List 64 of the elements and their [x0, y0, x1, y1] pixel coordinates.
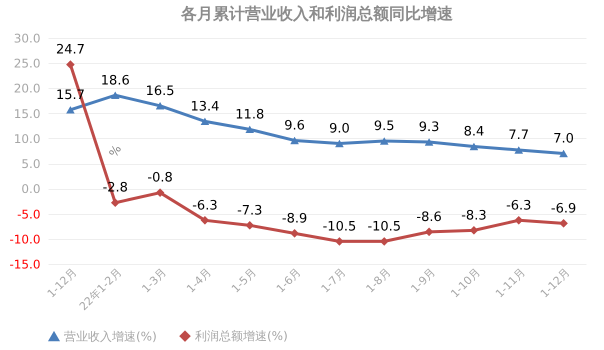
- x-tick-label: 1-4月: [184, 266, 214, 296]
- point: [156, 102, 164, 110]
- data-label: 11.8: [235, 107, 264, 122]
- legend-label: 利润总额增速(%): [195, 329, 288, 344]
- x-tick-label: 1-9月: [408, 266, 438, 296]
- point: [514, 216, 523, 224]
- data-label: 9.3: [418, 120, 440, 135]
- point: [290, 136, 299, 144]
- data-label: -10.5: [367, 219, 402, 234]
- y-tick-label: 15.0: [14, 106, 40, 121]
- point: [424, 138, 434, 146]
- y-tick-label: 25.0: [14, 56, 40, 71]
- data-label: -8.6: [416, 210, 442, 225]
- chart-title: 各月累计营业收入和利润总额同比增速: [180, 4, 454, 23]
- y-tick-label: -5.0: [17, 207, 40, 222]
- x-tick-label: 1-6月: [274, 266, 304, 296]
- data-label: 7.0: [553, 132, 574, 147]
- data-label: 9.0: [329, 121, 350, 136]
- point: [111, 92, 120, 99]
- point: [470, 142, 478, 150]
- data-label: -6.3: [192, 198, 218, 214]
- point: [200, 216, 210, 224]
- x-tick-label: 1-5月: [229, 266, 259, 296]
- y-tick-label: -10.0: [9, 232, 40, 246]
- point: [246, 126, 254, 134]
- point: [66, 106, 75, 114]
- data-label: -6.3: [506, 198, 532, 214]
- y-tick-label: -15.0: [9, 258, 40, 272]
- data-label: -6.9: [550, 201, 576, 216]
- legend-label: 营业收入增速(%): [64, 329, 157, 344]
- x-tick-label: 1-3月: [139, 266, 170, 296]
- point: [380, 137, 388, 145]
- point: [380, 237, 388, 246]
- point: [335, 140, 344, 148]
- data-label: -8.3: [461, 208, 487, 224]
- point: [290, 229, 299, 238]
- point: [156, 188, 164, 197]
- data-label: 9.6: [284, 118, 305, 134]
- data-label: -0.8: [147, 170, 173, 186]
- data-label: -7.3: [237, 203, 262, 218]
- data-label: 24.7: [56, 42, 85, 58]
- point: [246, 221, 254, 230]
- y-tick-label: 30.0: [14, 32, 40, 46]
- y-tick-label: 20.0: [14, 82, 40, 96]
- data-label: -8.9: [282, 211, 308, 226]
- data-label: 8.4: [464, 124, 484, 140]
- x-tick-label: 1-8月: [364, 266, 394, 296]
- y-tick-label: 0.0: [21, 182, 40, 196]
- point: [514, 146, 523, 154]
- x-tick-label: 22年1-2月: [76, 266, 124, 314]
- x-tick-label: 1-7月: [318, 266, 348, 296]
- point: [111, 198, 120, 207]
- data-label: -10.5: [322, 219, 356, 234]
- point: [559, 150, 568, 158]
- point: [66, 60, 75, 69]
- y-tick-label: 5.0: [21, 157, 40, 172]
- annotation: %: [106, 142, 124, 160]
- data-label: 18.6: [100, 73, 130, 88]
- y-tick-label: 10.0: [14, 132, 40, 146]
- point: [200, 118, 210, 125]
- data-label: 9.5: [374, 118, 395, 134]
- data-label: 16.5: [146, 84, 175, 99]
- data-label: 13.4: [190, 99, 220, 114]
- data-label: 7.7: [508, 128, 530, 143]
